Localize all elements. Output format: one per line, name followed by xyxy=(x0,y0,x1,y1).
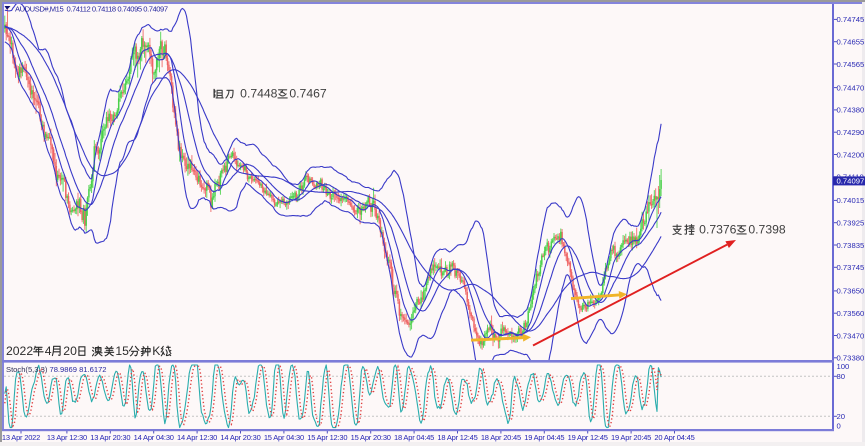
svg-text:0.74290: 0.74290 xyxy=(837,128,865,137)
svg-text:AUDUSD#,M15 0.74112 0.74118 0: AUDUSD#,M15 0.74112 0.74118 0.74095 0.74… xyxy=(15,5,168,14)
svg-text:13 Apr 20:30: 13 Apr 20:30 xyxy=(90,433,130,442)
svg-text:18 Apr 12:45: 18 Apr 12:45 xyxy=(437,433,477,442)
svg-text:0.74565: 0.74565 xyxy=(837,60,865,69)
svg-text:0.7467: 0.7467 xyxy=(289,87,326,101)
svg-text:20: 20 xyxy=(63,344,77,358)
svg-text:19 Apr 12:45: 19 Apr 12:45 xyxy=(568,433,608,442)
svg-text:0: 0 xyxy=(837,421,841,430)
svg-text:15: 15 xyxy=(115,344,129,358)
svg-text:0.74380: 0.74380 xyxy=(837,106,865,115)
svg-text:0.74470: 0.74470 xyxy=(837,83,865,92)
svg-text:19 Apr 04:45: 19 Apr 04:45 xyxy=(524,433,564,442)
svg-text:0.74097: 0.74097 xyxy=(837,176,865,185)
svg-text:0.7376: 0.7376 xyxy=(696,223,737,237)
svg-text:19 Apr 20:45: 19 Apr 20:45 xyxy=(611,433,651,442)
svg-text:0.7398: 0.7398 xyxy=(748,223,785,237)
svg-text:Stoch(5,3,3) 78.9869 81.6172: Stoch(5,3,3) 78.9869 81.6172 xyxy=(6,365,107,374)
svg-text:14 Apr 12:30: 14 Apr 12:30 xyxy=(177,433,217,442)
svg-text:13 Apr 2022: 13 Apr 2022 xyxy=(2,433,40,442)
svg-text:2022: 2022 xyxy=(6,344,33,358)
svg-text:15 Apr 04:30: 15 Apr 04:30 xyxy=(264,433,304,442)
svg-text:15 Apr 12:30: 15 Apr 12:30 xyxy=(307,433,347,442)
svg-text:0.73650: 0.73650 xyxy=(837,287,865,296)
svg-text:20: 20 xyxy=(837,412,846,421)
svg-text:18 Apr 20:45: 18 Apr 20:45 xyxy=(481,433,521,442)
svg-text:14 Apr 04:30: 14 Apr 04:30 xyxy=(134,433,174,442)
svg-text:0.73835: 0.73835 xyxy=(837,241,865,250)
svg-text:14 Apr 20:30: 14 Apr 20:30 xyxy=(220,433,260,442)
svg-text:0.74745: 0.74745 xyxy=(837,15,865,24)
svg-text:15 Apr 20:30: 15 Apr 20:30 xyxy=(351,433,391,442)
svg-text:K: K xyxy=(152,344,160,358)
svg-text:0.73745: 0.73745 xyxy=(837,263,865,272)
svg-text:0.74655: 0.74655 xyxy=(837,38,865,47)
svg-text:13 Apr 12:30: 13 Apr 12:30 xyxy=(47,433,87,442)
svg-text:4: 4 xyxy=(45,344,52,358)
svg-text:0.7448: 0.7448 xyxy=(237,87,278,101)
svg-text:0.74015: 0.74015 xyxy=(837,196,865,205)
svg-text:0.73560: 0.73560 xyxy=(837,309,865,318)
svg-text:100: 100 xyxy=(837,362,850,371)
svg-text:0.73925: 0.73925 xyxy=(837,219,865,228)
svg-text:80: 80 xyxy=(837,372,846,381)
svg-text:0.73470: 0.73470 xyxy=(837,331,865,340)
svg-text:0.74200: 0.74200 xyxy=(837,150,865,159)
svg-text:0.73380: 0.73380 xyxy=(837,354,865,363)
svg-text:20 Apr 04:45: 20 Apr 04:45 xyxy=(654,433,694,442)
svg-text:18 Apr 04:45: 18 Apr 04:45 xyxy=(394,433,434,442)
